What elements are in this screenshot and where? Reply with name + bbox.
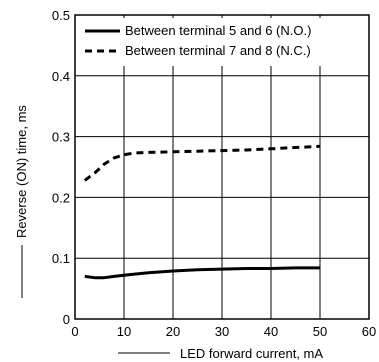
y-tick-label: 0.1 — [52, 251, 70, 266]
series-lines — [83, 144, 321, 280]
x-axis-label-group: LED forward current, mA — [118, 346, 323, 361]
series-line-no — [84, 266, 320, 280]
x-tick-label: 0 — [71, 324, 78, 339]
plot-frame — [74, 14, 370, 320]
y-tick-label: 0.2 — [52, 190, 70, 205]
y-axis-label-group: Reverse (ON) time, ms — [14, 105, 29, 298]
series-line-nc — [83, 144, 321, 182]
y-tick-label: 0.4 — [52, 69, 70, 84]
x-tick-label: 60 — [362, 324, 376, 339]
x-tick-label: 30 — [215, 324, 229, 339]
legend-label-no: Between terminal 5 and 6 (N.O.) — [125, 23, 311, 38]
x-tick-label: 50 — [313, 324, 327, 339]
y-tick-label: 0.5 — [52, 8, 70, 23]
legend: Between terminal 5 and 6 (N.O.) Between … — [78, 18, 366, 66]
x-tick-label: 40 — [264, 324, 278, 339]
x-tick-label: 20 — [166, 324, 180, 339]
ticks: 0 10 20 30 40 50 60 0 0.1 0.2 0.3 0.4 0.5 — [52, 8, 376, 339]
y-tick-label: 0.3 — [52, 130, 70, 145]
y-axis-label: Reverse (ON) time, ms — [14, 105, 29, 238]
y-tick-label: 0 — [63, 312, 70, 327]
legend-label-nc: Between terminal 7 and 8 (N.C.) — [125, 43, 311, 58]
x-tick-label: 10 — [117, 324, 131, 339]
legend-background — [78, 18, 366, 66]
x-axis-label: LED forward current, mA — [180, 346, 323, 361]
